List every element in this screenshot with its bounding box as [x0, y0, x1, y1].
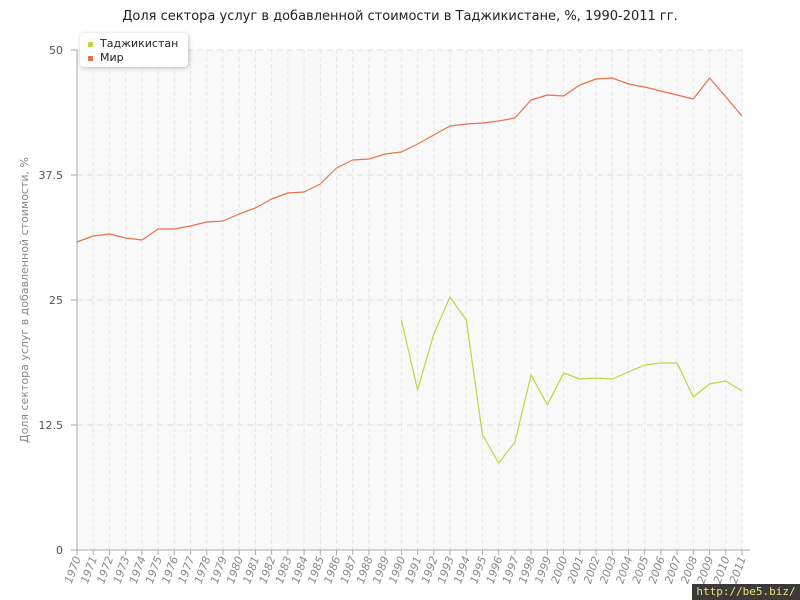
axes	[71, 49, 750, 555]
series-line-tajikistan	[400, 296, 743, 464]
y-tick-label: 25	[49, 294, 63, 307]
grid	[76, 49, 743, 551]
y-axis-label: Доля сектора услуг в добавленной стоимос…	[18, 157, 31, 443]
y-tick-label: 12.5	[39, 419, 64, 432]
legend-item-world[interactable]: Мир	[88, 51, 124, 64]
y-tick-label: 50	[49, 44, 63, 57]
legend: Таджикистан Мир	[80, 33, 188, 67]
chart-title: Доля сектора услуг в добавленной стоимос…	[122, 9, 678, 24]
y-tick-label: 0	[56, 544, 63, 557]
legend-label-tajikistan: Таджикистан	[100, 37, 179, 50]
x-tick-labels: 1970197119721973197419751976197719781979…	[62, 555, 749, 586]
legend-swatch-world	[88, 55, 93, 61]
legend-swatch-tajikistan	[88, 41, 93, 47]
watermark-link[interactable]: http://be5.biz/	[692, 584, 800, 600]
series-line-world	[76, 77, 743, 243]
y-tick-label: 37.5	[39, 169, 64, 182]
series-lines	[76, 77, 743, 464]
legend-item-tajikistan[interactable]: Таджикистан	[88, 37, 178, 50]
legend-label-world: Мир	[100, 51, 124, 64]
y-tick-labels: 0 12.5 25 37.5 50	[39, 44, 64, 557]
